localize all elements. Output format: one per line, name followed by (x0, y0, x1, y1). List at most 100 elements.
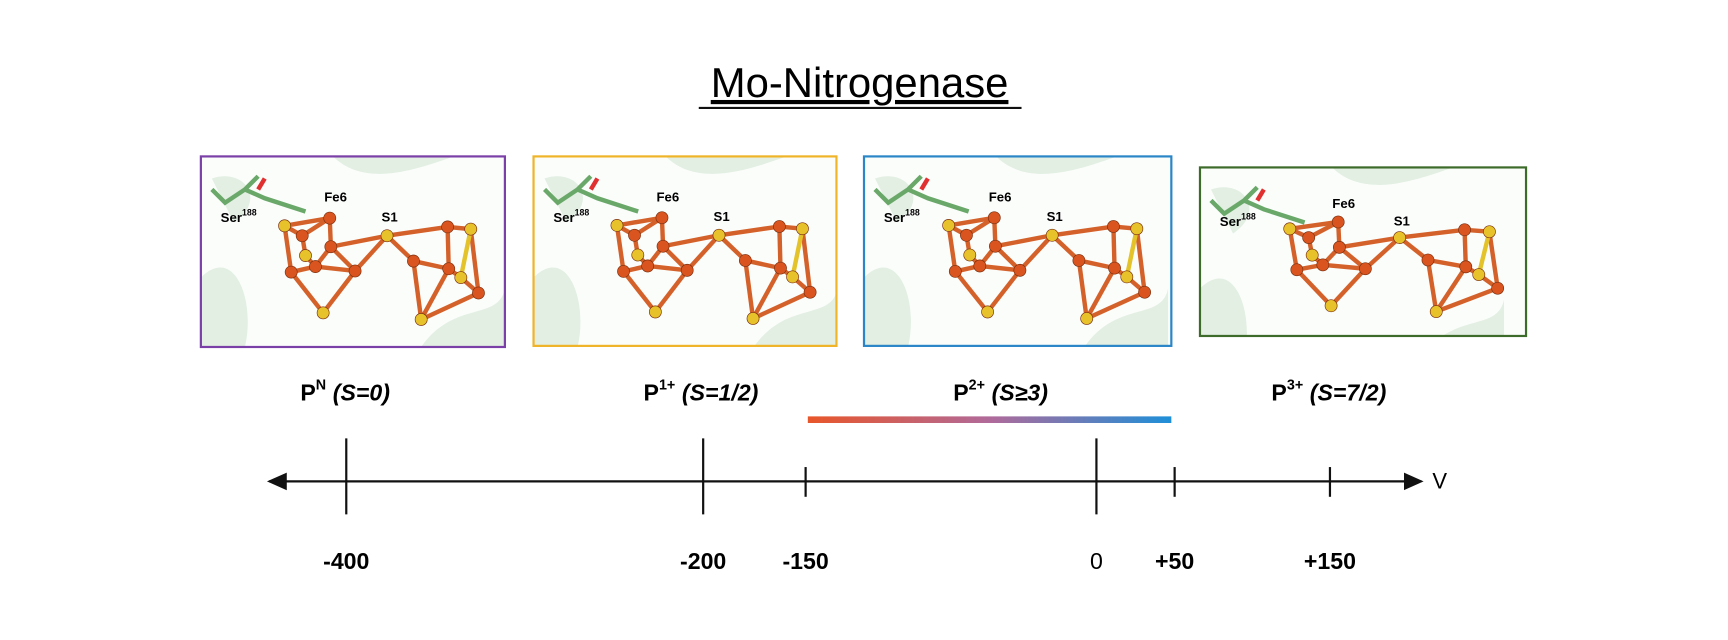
sulfur-atom (786, 270, 799, 284)
gradient-bar (807, 416, 1172, 423)
bond (1289, 219, 1339, 231)
residue-label: Ser188 (1220, 212, 1256, 230)
bond (282, 225, 294, 273)
iron-atom (948, 265, 962, 278)
sulfur-atom (1120, 270, 1134, 284)
bond (1363, 235, 1402, 271)
bond (948, 215, 995, 228)
iron-atom (442, 262, 456, 276)
iron-atom (1491, 281, 1505, 295)
bond (946, 225, 958, 272)
sulfur-atom (712, 228, 726, 242)
state-charge: 1+ (659, 377, 675, 393)
bond (777, 226, 783, 269)
residue-number: 188 (1241, 212, 1256, 222)
bond (979, 263, 1021, 273)
bond (1111, 226, 1117, 269)
state-symbol: P (300, 379, 315, 405)
sulfur-atom (746, 312, 760, 325)
bond (800, 228, 813, 293)
iron-atom (284, 265, 298, 279)
state-label: P3+ (S=7/2) (1271, 377, 1386, 405)
state-spin: (S≥3) (992, 379, 1049, 405)
sulfur-atom (648, 305, 662, 319)
panel-bg (1199, 167, 1527, 336)
sulfur-label: S1 (1394, 213, 1410, 228)
state-label: P2+ (S≥3) (953, 377, 1048, 405)
bond (1425, 259, 1439, 312)
serine-stick (210, 174, 307, 214)
iron-atom (628, 228, 641, 242)
protein-cartoon (1199, 167, 1504, 336)
bond (985, 268, 1022, 314)
sulfur-atom (1472, 268, 1486, 281)
panel-bg (533, 156, 837, 346)
iron-atom (656, 239, 670, 253)
protein-cartoon (200, 156, 505, 347)
state-charge: N (316, 377, 326, 393)
bond (1399, 227, 1465, 240)
bond (315, 264, 356, 274)
state-symbol: P (1271, 379, 1286, 405)
bond (1339, 235, 1400, 250)
state-spin: (S=7/2) (1310, 379, 1387, 405)
panel-border (862, 155, 1173, 347)
sulfur-atom (464, 222, 478, 236)
bond (752, 290, 812, 321)
iron-atom (407, 254, 420, 268)
bond (420, 291, 480, 322)
tick-label: +150 (1304, 548, 1356, 574)
state-charge: 2+ (969, 377, 985, 393)
iron-atom (774, 261, 787, 275)
bond (445, 226, 451, 269)
bond (685, 233, 721, 272)
residue-number: 188 (242, 208, 257, 218)
residue-name: Ser (221, 211, 242, 226)
bond (1435, 286, 1499, 314)
sulfur-atom (1483, 225, 1496, 239)
bond (1322, 262, 1366, 271)
iron-atom (1290, 263, 1304, 277)
sulfur-atom (1080, 312, 1094, 325)
sulfur-atom (963, 248, 977, 262)
bond (616, 215, 663, 228)
sulfur-label: S1 (714, 209, 730, 224)
iron-atom (1138, 285, 1151, 299)
bond (718, 224, 780, 238)
tick-label: +50 (1155, 548, 1194, 574)
bond (953, 270, 990, 314)
iron-atom (772, 220, 786, 233)
sulfur-atom (316, 306, 330, 320)
bond (790, 228, 805, 278)
structure-panel: Ser188 Fe6 S1 (862, 155, 1173, 347)
protein-cartoon (533, 156, 837, 346)
bond (289, 270, 325, 315)
sulfur-atom (1045, 228, 1059, 242)
sulfur-atom (631, 248, 645, 262)
bond (994, 233, 1053, 249)
bond (1134, 228, 1147, 293)
state-charge: 3+ (1287, 377, 1303, 393)
iron-atom (680, 263, 694, 277)
iron-atom (989, 239, 1002, 253)
iron-atom (803, 285, 817, 299)
sulfur-atom (414, 313, 428, 326)
sulfur-atom (278, 219, 291, 233)
panel-border (199, 155, 506, 349)
bond (1076, 260, 1089, 319)
iron-atom (1459, 260, 1473, 274)
structure-panel: Ser188 Fe6 S1 (199, 155, 506, 349)
bond (1487, 231, 1500, 289)
iron-atom (309, 260, 322, 273)
sulfur-atom (454, 271, 468, 284)
iron-atom (1072, 254, 1086, 267)
bond (1434, 265, 1468, 313)
serine-stick (873, 174, 970, 214)
serine-oxygen (1255, 188, 1266, 202)
iron-atom (472, 286, 485, 300)
sulfur-atom (380, 229, 394, 243)
panel-border (532, 155, 838, 347)
serine-stick (1209, 185, 1306, 225)
sulfur-atom (1305, 248, 1319, 262)
iron-atom (1013, 263, 1027, 277)
